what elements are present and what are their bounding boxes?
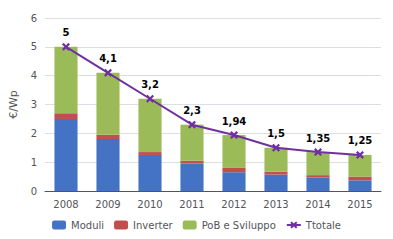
svg-text:4: 4 [31, 70, 37, 81]
svg-text:Inverter: Inverter [133, 220, 174, 231]
svg-text:2015: 2015 [347, 199, 372, 210]
svg-text:6: 6 [31, 13, 37, 24]
svg-text:1: 1 [31, 157, 37, 168]
svg-text:2011: 2011 [179, 199, 204, 210]
svg-text:2013: 2013 [263, 199, 288, 210]
svg-text:1,35: 1,35 [306, 133, 331, 144]
svg-text:1,25: 1,25 [348, 135, 373, 146]
svg-text:3,2: 3,2 [141, 79, 159, 90]
svg-text:5: 5 [63, 27, 70, 38]
svg-text:€/Wp: €/Wp [7, 90, 20, 119]
svg-text:2008: 2008 [53, 199, 78, 210]
svg-text:2: 2 [31, 128, 37, 139]
svg-text:Moduli: Moduli [71, 220, 104, 231]
svg-text:1,5: 1,5 [267, 128, 285, 139]
svg-text:2014: 2014 [305, 199, 330, 210]
svg-text:5: 5 [31, 41, 37, 52]
svg-text:0: 0 [31, 186, 37, 197]
svg-text:4,1: 4,1 [99, 53, 117, 64]
svg-text:2009: 2009 [95, 199, 120, 210]
svg-text:3: 3 [31, 99, 37, 110]
svg-text:1,94: 1,94 [222, 116, 247, 127]
svg-text:2010: 2010 [137, 199, 162, 210]
svg-text:PoB e Sviluppo: PoB e Sviluppo [202, 220, 276, 231]
svg-text:Ttotale: Ttotale [305, 220, 341, 231]
svg-text:2,3: 2,3 [183, 105, 201, 116]
svg-text:2012: 2012 [221, 199, 246, 210]
